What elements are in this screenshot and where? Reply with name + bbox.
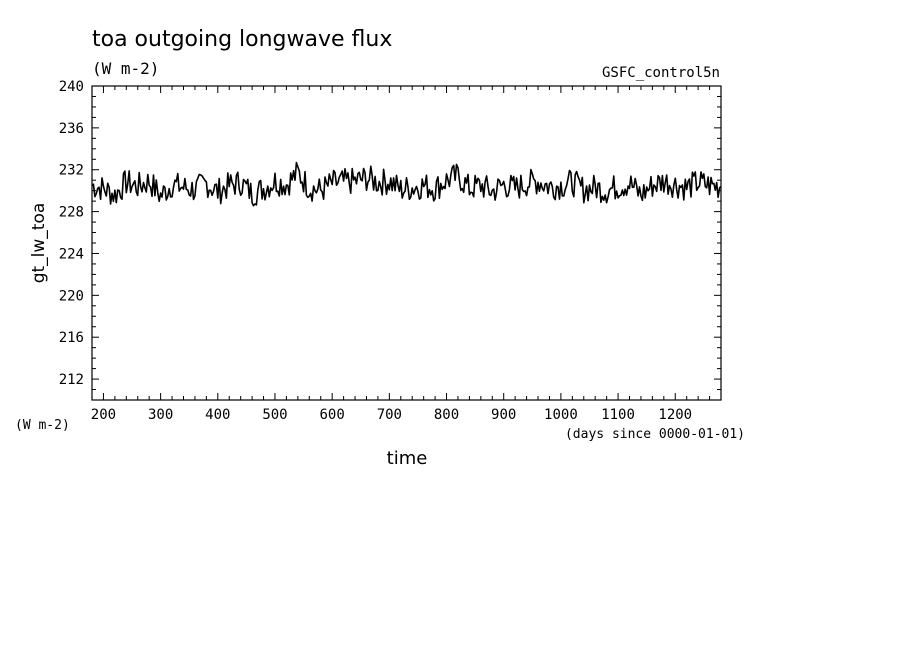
y-tick-label: 240: [59, 79, 84, 95]
x-tick-label: 300: [148, 407, 173, 423]
y-tick-label: 232: [59, 163, 84, 179]
source-label: GSFC_control5n: [602, 65, 720, 81]
x-tick-label: 1100: [601, 407, 635, 423]
axis-ticks: [91, 85, 722, 401]
x-tick-label: 200: [91, 407, 116, 423]
x-tick-label: 700: [377, 407, 402, 423]
y-axis-units: (W m-2): [15, 418, 70, 433]
y-axis-label: gt_lw_toa: [29, 203, 49, 284]
x-tick-label: 800: [434, 407, 459, 423]
x-tick-label: 400: [205, 407, 230, 423]
plot-frame: [91, 85, 722, 401]
y-tick-label: 220: [59, 288, 84, 304]
x-tick-labels: 200 300 400 500 600 700 800 900 1000 1100 1200: [91, 407, 692, 423]
series-line: [91, 161, 722, 207]
y-tick-label: 216: [59, 330, 84, 346]
x-axis-units: (days since 0000-01-01): [565, 427, 745, 442]
x-axis-label: time: [387, 448, 428, 469]
x-tick-label: 500: [262, 407, 287, 423]
x-tick-label: 600: [320, 407, 345, 423]
x-tick-label: 1000: [544, 407, 578, 423]
x-tick-label: 1200: [658, 407, 692, 423]
y-tick-label: 228: [59, 205, 84, 221]
y-tick-label: 224: [59, 246, 84, 262]
chart-units: (W m-2): [92, 59, 159, 78]
x-tick-label: 900: [491, 407, 516, 423]
y-tick-label: 212: [59, 372, 84, 388]
chart-title: toa outgoing longwave flux: [92, 27, 392, 52]
y-tick-label: 236: [59, 121, 84, 137]
y-tick-labels: 212 216 220 224 228 232 236 240: [59, 79, 84, 388]
